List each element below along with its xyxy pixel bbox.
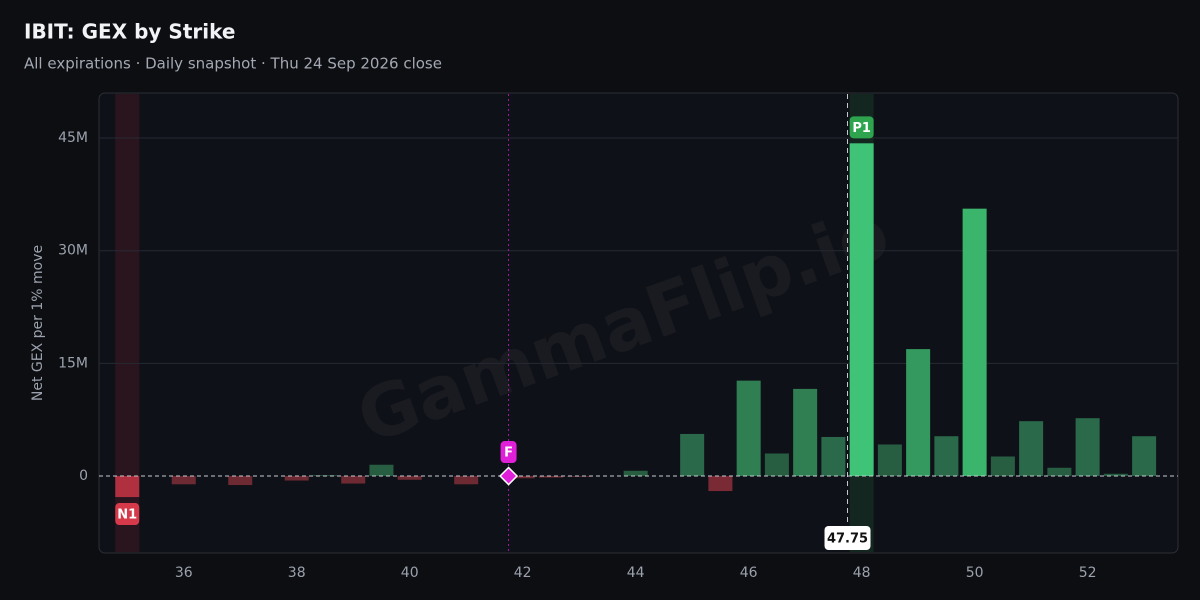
bar [764, 453, 789, 477]
bar [510, 476, 535, 479]
x-tick-label: 48 [853, 565, 871, 581]
y-axis-label: Net GEX per 1% move [30, 245, 46, 401]
bar [1132, 436, 1157, 477]
bar [708, 476, 733, 492]
bar [962, 208, 987, 477]
bar [1075, 418, 1100, 477]
bar [1103, 473, 1128, 477]
bar [115, 476, 140, 498]
y-tick-label: 0 [79, 468, 88, 484]
bar [821, 436, 846, 477]
x-tick-label: 38 [288, 565, 306, 581]
x-tick-label: 42 [514, 565, 532, 581]
bar [454, 476, 479, 485]
bar [906, 349, 931, 477]
bar [369, 464, 394, 477]
bar [934, 436, 959, 477]
marker-badge [500, 441, 517, 464]
marker-badge [115, 503, 140, 526]
bar [623, 470, 648, 477]
chart-subtitle: All expirations · Daily snapshot · Thu 2… [24, 55, 442, 73]
bar [736, 380, 761, 477]
x-tick-label: 44 [627, 565, 645, 581]
x-tick-label: 40 [401, 565, 419, 581]
price-badge [824, 526, 871, 550]
marker-label: F [504, 446, 513, 461]
bar [1047, 467, 1072, 477]
y-tick-label: 30M [58, 243, 88, 259]
marker-badge [849, 116, 874, 139]
price-label: 47.75 [827, 532, 868, 547]
chart-title: IBIT: GEX by Strike [24, 20, 235, 44]
flip-diamond [499, 466, 519, 486]
bar [849, 143, 874, 477]
bar [793, 388, 818, 477]
marker-label: N1 [117, 508, 137, 523]
bar [397, 476, 422, 480]
y-tick-label: 45M [58, 130, 88, 146]
bar [228, 476, 253, 486]
bar [538, 476, 563, 478]
marker-label: P1 [852, 121, 871, 136]
x-tick-label: 50 [966, 565, 984, 581]
bar [341, 476, 366, 484]
bar [171, 476, 196, 485]
x-tick-label: 36 [175, 565, 193, 581]
bar [1019, 421, 1044, 477]
bar [877, 444, 902, 477]
y-tick-label: 15M [58, 355, 88, 371]
bar [990, 456, 1015, 477]
x-tick-label: 52 [1079, 565, 1097, 581]
x-tick-label: 46 [740, 565, 758, 581]
bar [284, 476, 309, 481]
bar [680, 433, 705, 477]
bar [567, 476, 592, 477]
